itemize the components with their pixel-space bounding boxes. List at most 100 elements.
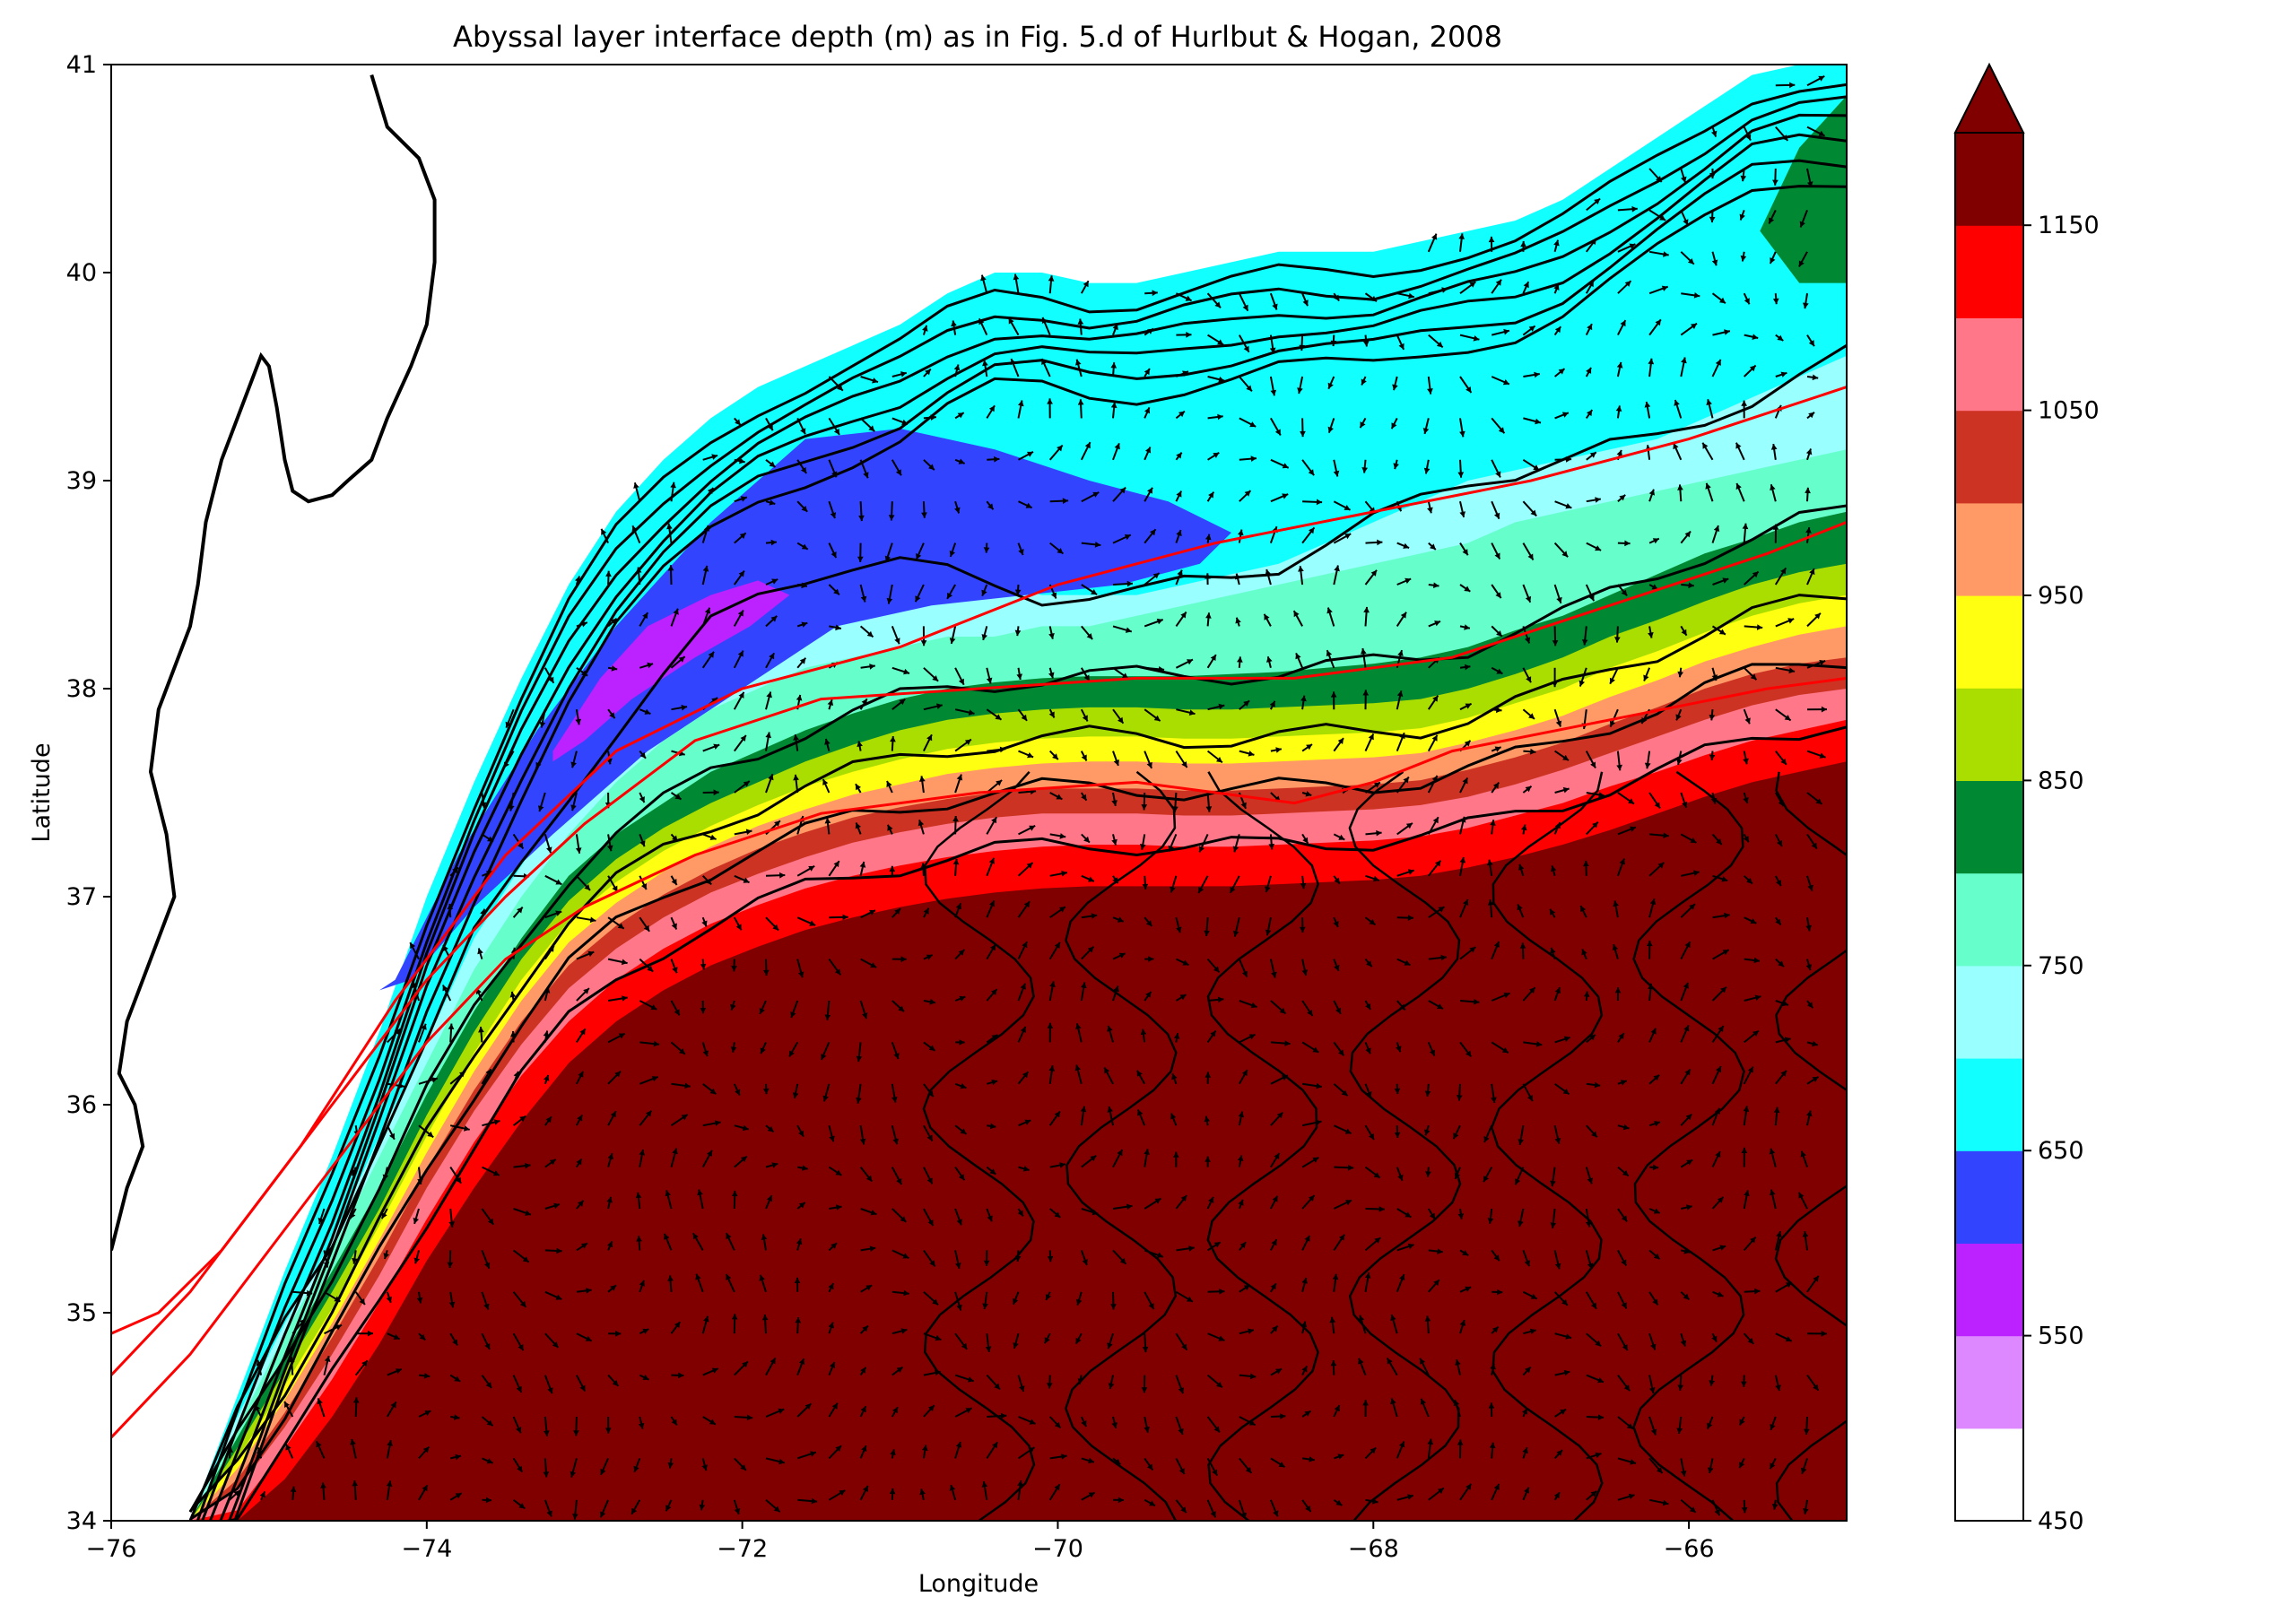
velocity-vector-head: [672, 967, 678, 974]
velocity-vector-head: [1527, 553, 1534, 560]
velocity-vector-head: [1743, 758, 1749, 765]
velocity-vector-head: [1107, 1106, 1113, 1113]
velocity-vector-head: [1077, 318, 1084, 325]
ssh-contour: [188, 504, 1847, 1513]
velocity-vector-head: [1272, 303, 1278, 310]
velocity-vector-head: [770, 1358, 776, 1365]
velocity-vector-head: [1312, 1157, 1319, 1163]
velocity-vector-head: [1148, 1303, 1154, 1310]
velocity-vector-head: [413, 1257, 420, 1264]
velocity-vector-head: [1136, 1070, 1143, 1077]
velocity-vector-head: [1624, 281, 1631, 287]
velocity-vector-head: [1459, 856, 1466, 863]
velocity-vector-head: [1427, 507, 1433, 514]
velocity-vector-head: [1125, 627, 1132, 633]
velocity-vector-head: [958, 950, 965, 956]
velocity-vector-head: [886, 597, 893, 604]
velocity-vector-head: [552, 1341, 559, 1348]
velocity-vector-head: [456, 1176, 462, 1184]
velocity-vector-head: [519, 1301, 526, 1307]
velocity-vector-head: [1218, 1335, 1225, 1341]
velocity-vector-head: [1309, 1456, 1315, 1462]
y-tick-label: 37: [66, 883, 97, 911]
velocity-vector-head: [1344, 534, 1352, 540]
velocity-vector-head: [960, 1128, 967, 1134]
velocity-vector-head: [1154, 1198, 1161, 1204]
velocity-vector-head: [452, 867, 458, 874]
velocity-vector-head: [822, 1095, 829, 1102]
velocity-vector-head: [1364, 1272, 1371, 1279]
velocity-vector-head: [1743, 797, 1749, 803]
velocity-vector-head: [480, 802, 487, 809]
velocity-vector-head: [1741, 400, 1747, 406]
velocity-vector-head: [801, 621, 808, 628]
velocity-vector-head: [1561, 412, 1569, 418]
velocity-vector-head: [793, 774, 799, 781]
velocity-vector-head: [1205, 1156, 1211, 1162]
velocity-vector-head: [1370, 569, 1377, 577]
velocity-vector-head: [1182, 959, 1189, 966]
velocity-vector-head: [1309, 527, 1315, 534]
velocity-vector-head: [863, 472, 869, 479]
velocity-vector-head: [1473, 335, 1480, 342]
velocity-vector-head: [1326, 607, 1333, 614]
velocity-vector-head: [1773, 1106, 1780, 1114]
velocity-vector-head: [1772, 298, 1779, 305]
velocity-vector-head: [1150, 529, 1156, 536]
velocity-vector-head: [1689, 1506, 1696, 1513]
velocity-vector-head: [1619, 858, 1625, 865]
velocity-vector-head: [928, 1405, 935, 1411]
velocity-vector-head: [956, 1304, 962, 1311]
velocity-vector-head: [1819, 660, 1826, 666]
velocity-vector-head: [978, 318, 985, 325]
colorbar-tick-label: 1050: [2038, 397, 2100, 425]
velocity-vector-head: [1208, 491, 1214, 499]
velocity-vector-head: [1458, 233, 1465, 239]
velocity-vector-head: [1495, 471, 1501, 478]
velocity-vector-head: [1214, 301, 1221, 308]
velocity-vector-head: [1631, 205, 1638, 213]
velocity-vector-head: [773, 1506, 780, 1513]
velocity-vector-head: [927, 1219, 934, 1227]
velocity-vector-head: [1363, 606, 1370, 613]
velocity-vector-head: [546, 846, 552, 854]
velocity-vector-head: [892, 1138, 899, 1145]
velocity-vector-head: [1075, 1298, 1083, 1306]
velocity-vector-head: [631, 525, 638, 533]
velocity-vector-head: [926, 734, 933, 742]
velocity-vector-head: [1176, 452, 1182, 459]
velocity-vector-head: [1802, 1231, 1809, 1237]
velocity-vector-head: [830, 512, 837, 519]
velocity-vector-head: [926, 1177, 933, 1184]
velocity-vector-head: [1529, 987, 1535, 994]
velocity-vector-head: [1104, 1067, 1110, 1074]
velocity-vector-head: [1435, 860, 1441, 867]
colorbar-swatch: [1955, 410, 2023, 504]
velocity-vector-head: [1118, 952, 1126, 959]
velocity-vector-head: [1657, 1467, 1663, 1473]
velocity-vector-head: [947, 592, 952, 599]
velocity-vector-head: [1403, 542, 1410, 549]
velocity-vector-head: [1496, 668, 1503, 674]
velocity-vector-head: [1307, 1010, 1313, 1016]
velocity-vector-head: [1077, 399, 1084, 405]
velocity-vector-head: [1496, 707, 1502, 714]
velocity-vector-head: [1550, 908, 1556, 915]
velocity-vector-head: [1335, 1007, 1341, 1014]
velocity-vector-head: [1091, 589, 1098, 595]
velocity-vector-head: [1148, 956, 1154, 962]
velocity-vector-head: [1747, 1338, 1754, 1344]
velocity-vector-head: [477, 948, 483, 955]
velocity-vector-head: [1741, 1147, 1748, 1153]
velocity-vector-head: [808, 865, 815, 872]
velocity-vector-head: [1530, 1293, 1537, 1299]
velocity-vector-head: [1213, 452, 1220, 458]
velocity-vector-head: [1554, 822, 1561, 829]
velocity-vector-head: [1361, 378, 1367, 386]
velocity-vector-head: [1213, 1242, 1221, 1248]
velocity-vector-head: [1387, 1358, 1393, 1365]
velocity-vector-head: [1781, 134, 1788, 141]
velocity-vector-head: [1156, 618, 1163, 625]
velocity-vector-head: [861, 699, 867, 706]
